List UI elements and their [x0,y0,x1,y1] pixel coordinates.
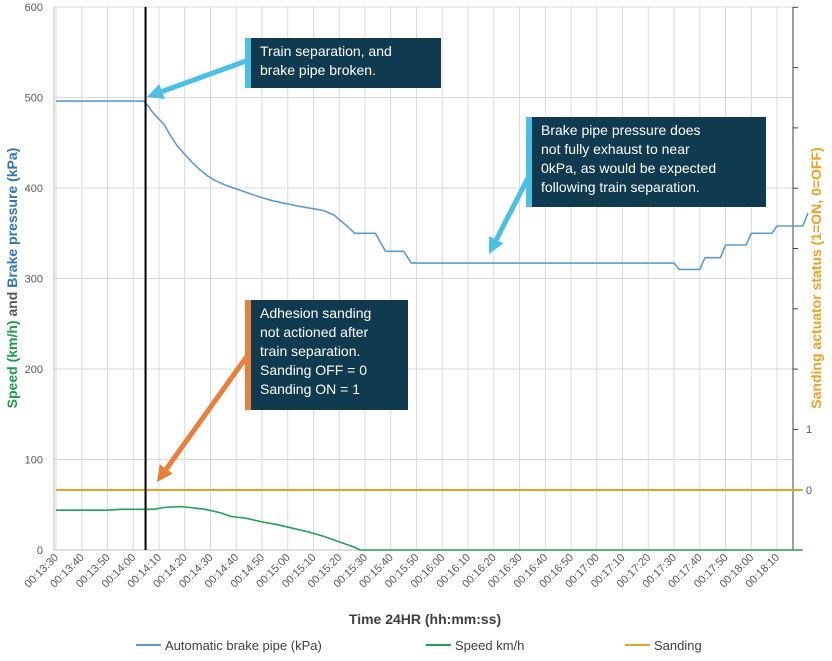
callout-brake-pressure: Brake pipe pressure does not fully exhau… [526,117,766,207]
legend: Automatic brake pipe (kPa) Speed km/h Sand… [136,638,702,653]
arrow-separation-head [147,84,165,100]
y-right-tick-label: 1 [806,424,812,436]
legend-label: Automatic brake pipe (kPa) [165,638,322,653]
callout-train-separation: Train separation, and brake pipe broken. [245,38,441,88]
series-line-1 [56,100,809,271]
title-layer: Time 24HR (hh:mm:ss) Speed (km/h) and Br… [4,147,824,627]
y-left-tick-label: 300 [25,274,43,286]
y-left-title-part: Brake pressure (kPa) [4,148,20,288]
arrow-layer [147,58,536,482]
legend-label: Speed km/h [455,638,524,653]
y-left-tick-label: 0 [37,545,43,557]
y-left-tick-label: 500 [25,93,43,105]
y-left-tick-label: 200 [25,364,43,376]
callout-sanding: Adhesion sanding not actioned after trai… [245,300,408,410]
series-line-2 [56,505,803,551]
y-left-tick-label: 600 [25,2,43,14]
y-left-tick-label: 100 [25,455,43,467]
series-layer [56,100,809,551]
y-left-tick-label: 400 [25,183,43,195]
arrow-pressure-head [489,236,504,254]
y-left-title-part: Speed (km/h) [4,320,20,408]
y-right-tick-label: 0 [806,485,812,497]
legend-label: Sanding [654,638,702,653]
axis-layer: 010020030040050060000:13:3000:13:4000:13… [22,2,812,590]
y-left-title-part: and [4,288,20,321]
x-axis-title: Time 24HR (hh:mm:ss) [349,611,501,627]
arrow-sanding-shaft [164,350,253,471]
arrow-sanding-head [157,464,173,482]
y-left-axis-title: Speed (km/h) and Brake pressure (kPa) [4,148,20,409]
arrow-separation-shaft [161,58,247,94]
y-right-axis-title: Sanding actuator status (1=ON, 0=OFF) [808,147,824,408]
